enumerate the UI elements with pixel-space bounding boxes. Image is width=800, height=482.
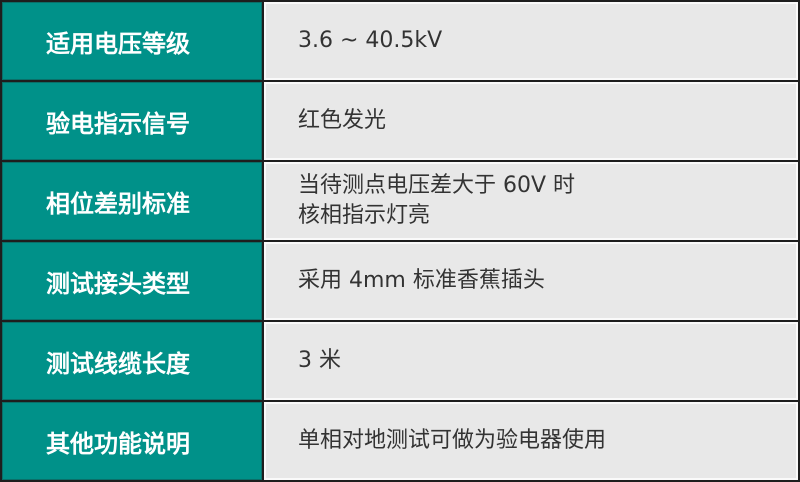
spec-label: 相位差别标准	[0, 160, 264, 242]
spec-label: 测试线缆长度	[0, 320, 264, 402]
spec-value-line: 当待测点电压差大于 60V 时	[298, 173, 576, 198]
spec-label: 测试接头类型	[0, 240, 264, 322]
spec-row: 测试接头类型 采用 4mm 标准香蕉插头	[0, 240, 800, 322]
spec-value: 当待测点电压差大于 60V 时核相指示灯亮	[262, 160, 800, 242]
spec-row: 其他功能说明 单相对地测试可做为验电器使用	[0, 400, 800, 482]
spec-value-line: 采用 4mm 标准香蕉插头	[298, 268, 545, 293]
spec-label: 其他功能说明	[0, 400, 264, 482]
spec-label: 适用电压等级	[0, 0, 264, 82]
spec-row: 相位差别标准 当待测点电压差大于 60V 时核相指示灯亮	[0, 160, 800, 242]
spec-label: 验电指示信号	[0, 80, 264, 162]
spec-value: 单相对地测试可做为验电器使用	[262, 400, 800, 482]
spec-value: 红色发光	[262, 80, 800, 162]
spec-value-line: 3 米	[298, 348, 341, 373]
spec-value: 3.6 ~ 40.5kV	[262, 0, 800, 82]
spec-row: 适用电压等级 3.6 ~ 40.5kV	[0, 0, 800, 82]
spec-value-line: 3.6 ~ 40.5kV	[298, 28, 443, 53]
spec-value-line: 核相指示灯亮	[298, 203, 431, 228]
spec-row: 测试线缆长度 3 米	[0, 320, 800, 402]
spec-value: 采用 4mm 标准香蕉插头	[262, 240, 800, 322]
spec-value-line: 红色发光	[298, 108, 387, 133]
spec-row: 验电指示信号 红色发光	[0, 80, 800, 162]
spec-value-line: 单相对地测试可做为验电器使用	[298, 428, 607, 453]
spec-value: 3 米	[262, 320, 800, 402]
